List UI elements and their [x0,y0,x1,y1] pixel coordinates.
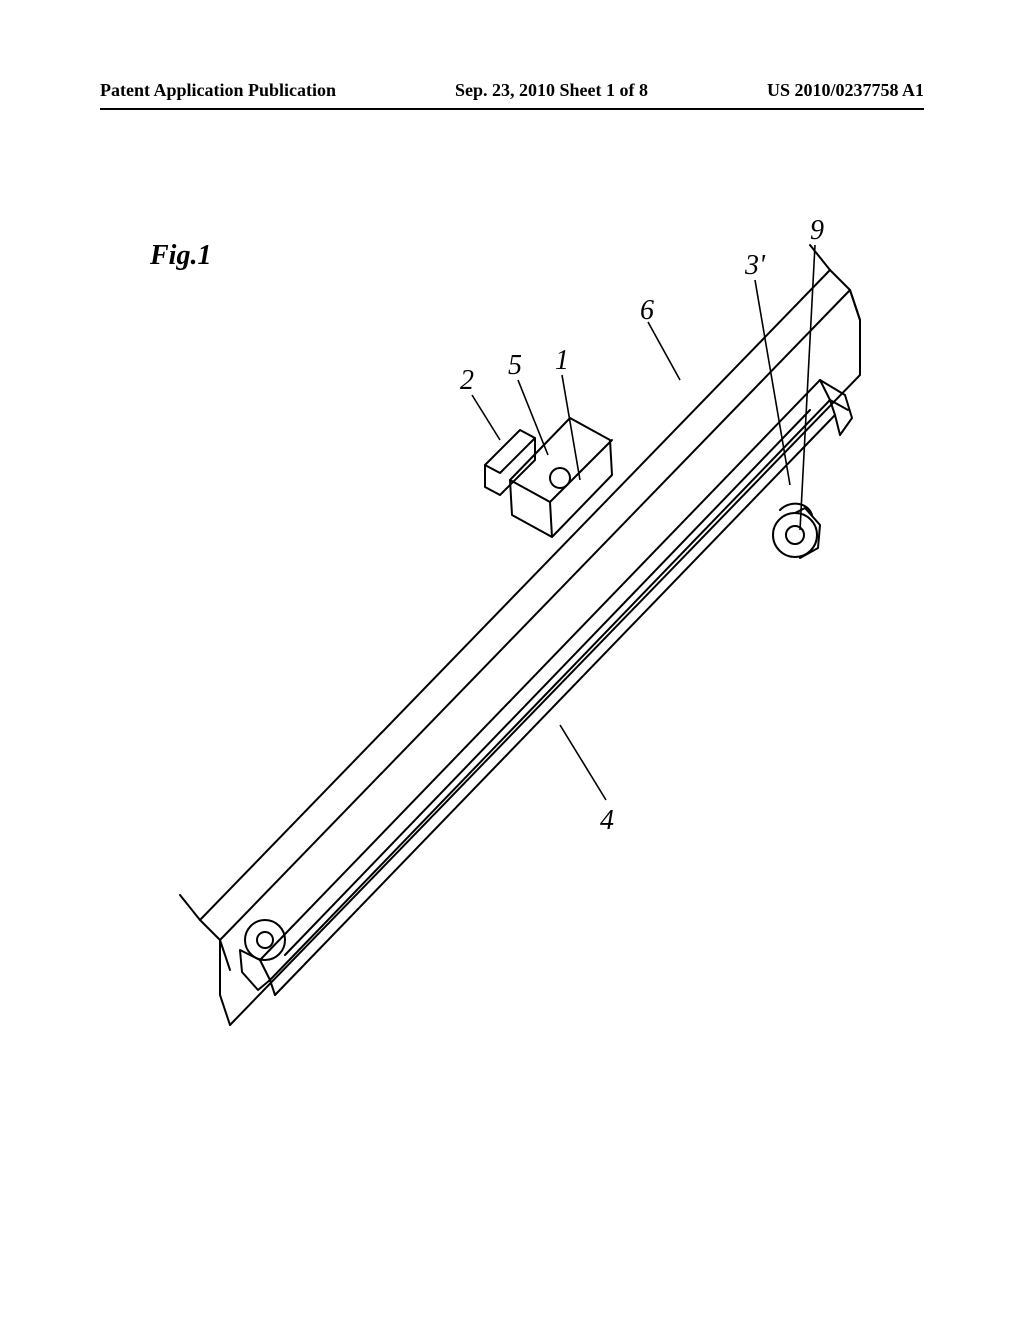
ref-numeral: 5 [508,350,522,382]
patent-figure [140,180,880,1080]
header-rule [100,108,924,110]
ref-numeral: 9 [810,215,824,247]
ref-numeral: 1 [555,345,569,377]
ref-numeral: 2 [460,365,474,397]
ref-numeral: 3' [745,250,765,282]
header-right: US 2010/0237758 A1 [767,80,924,101]
page-header: Patent Application Publication Sep. 23, … [0,80,1024,101]
ref-numeral: 4 [600,805,614,837]
header-left: Patent Application Publication [100,80,336,101]
ref-numeral: 6 [640,295,654,327]
header-center: Sep. 23, 2010 Sheet 1 of 8 [455,80,648,101]
